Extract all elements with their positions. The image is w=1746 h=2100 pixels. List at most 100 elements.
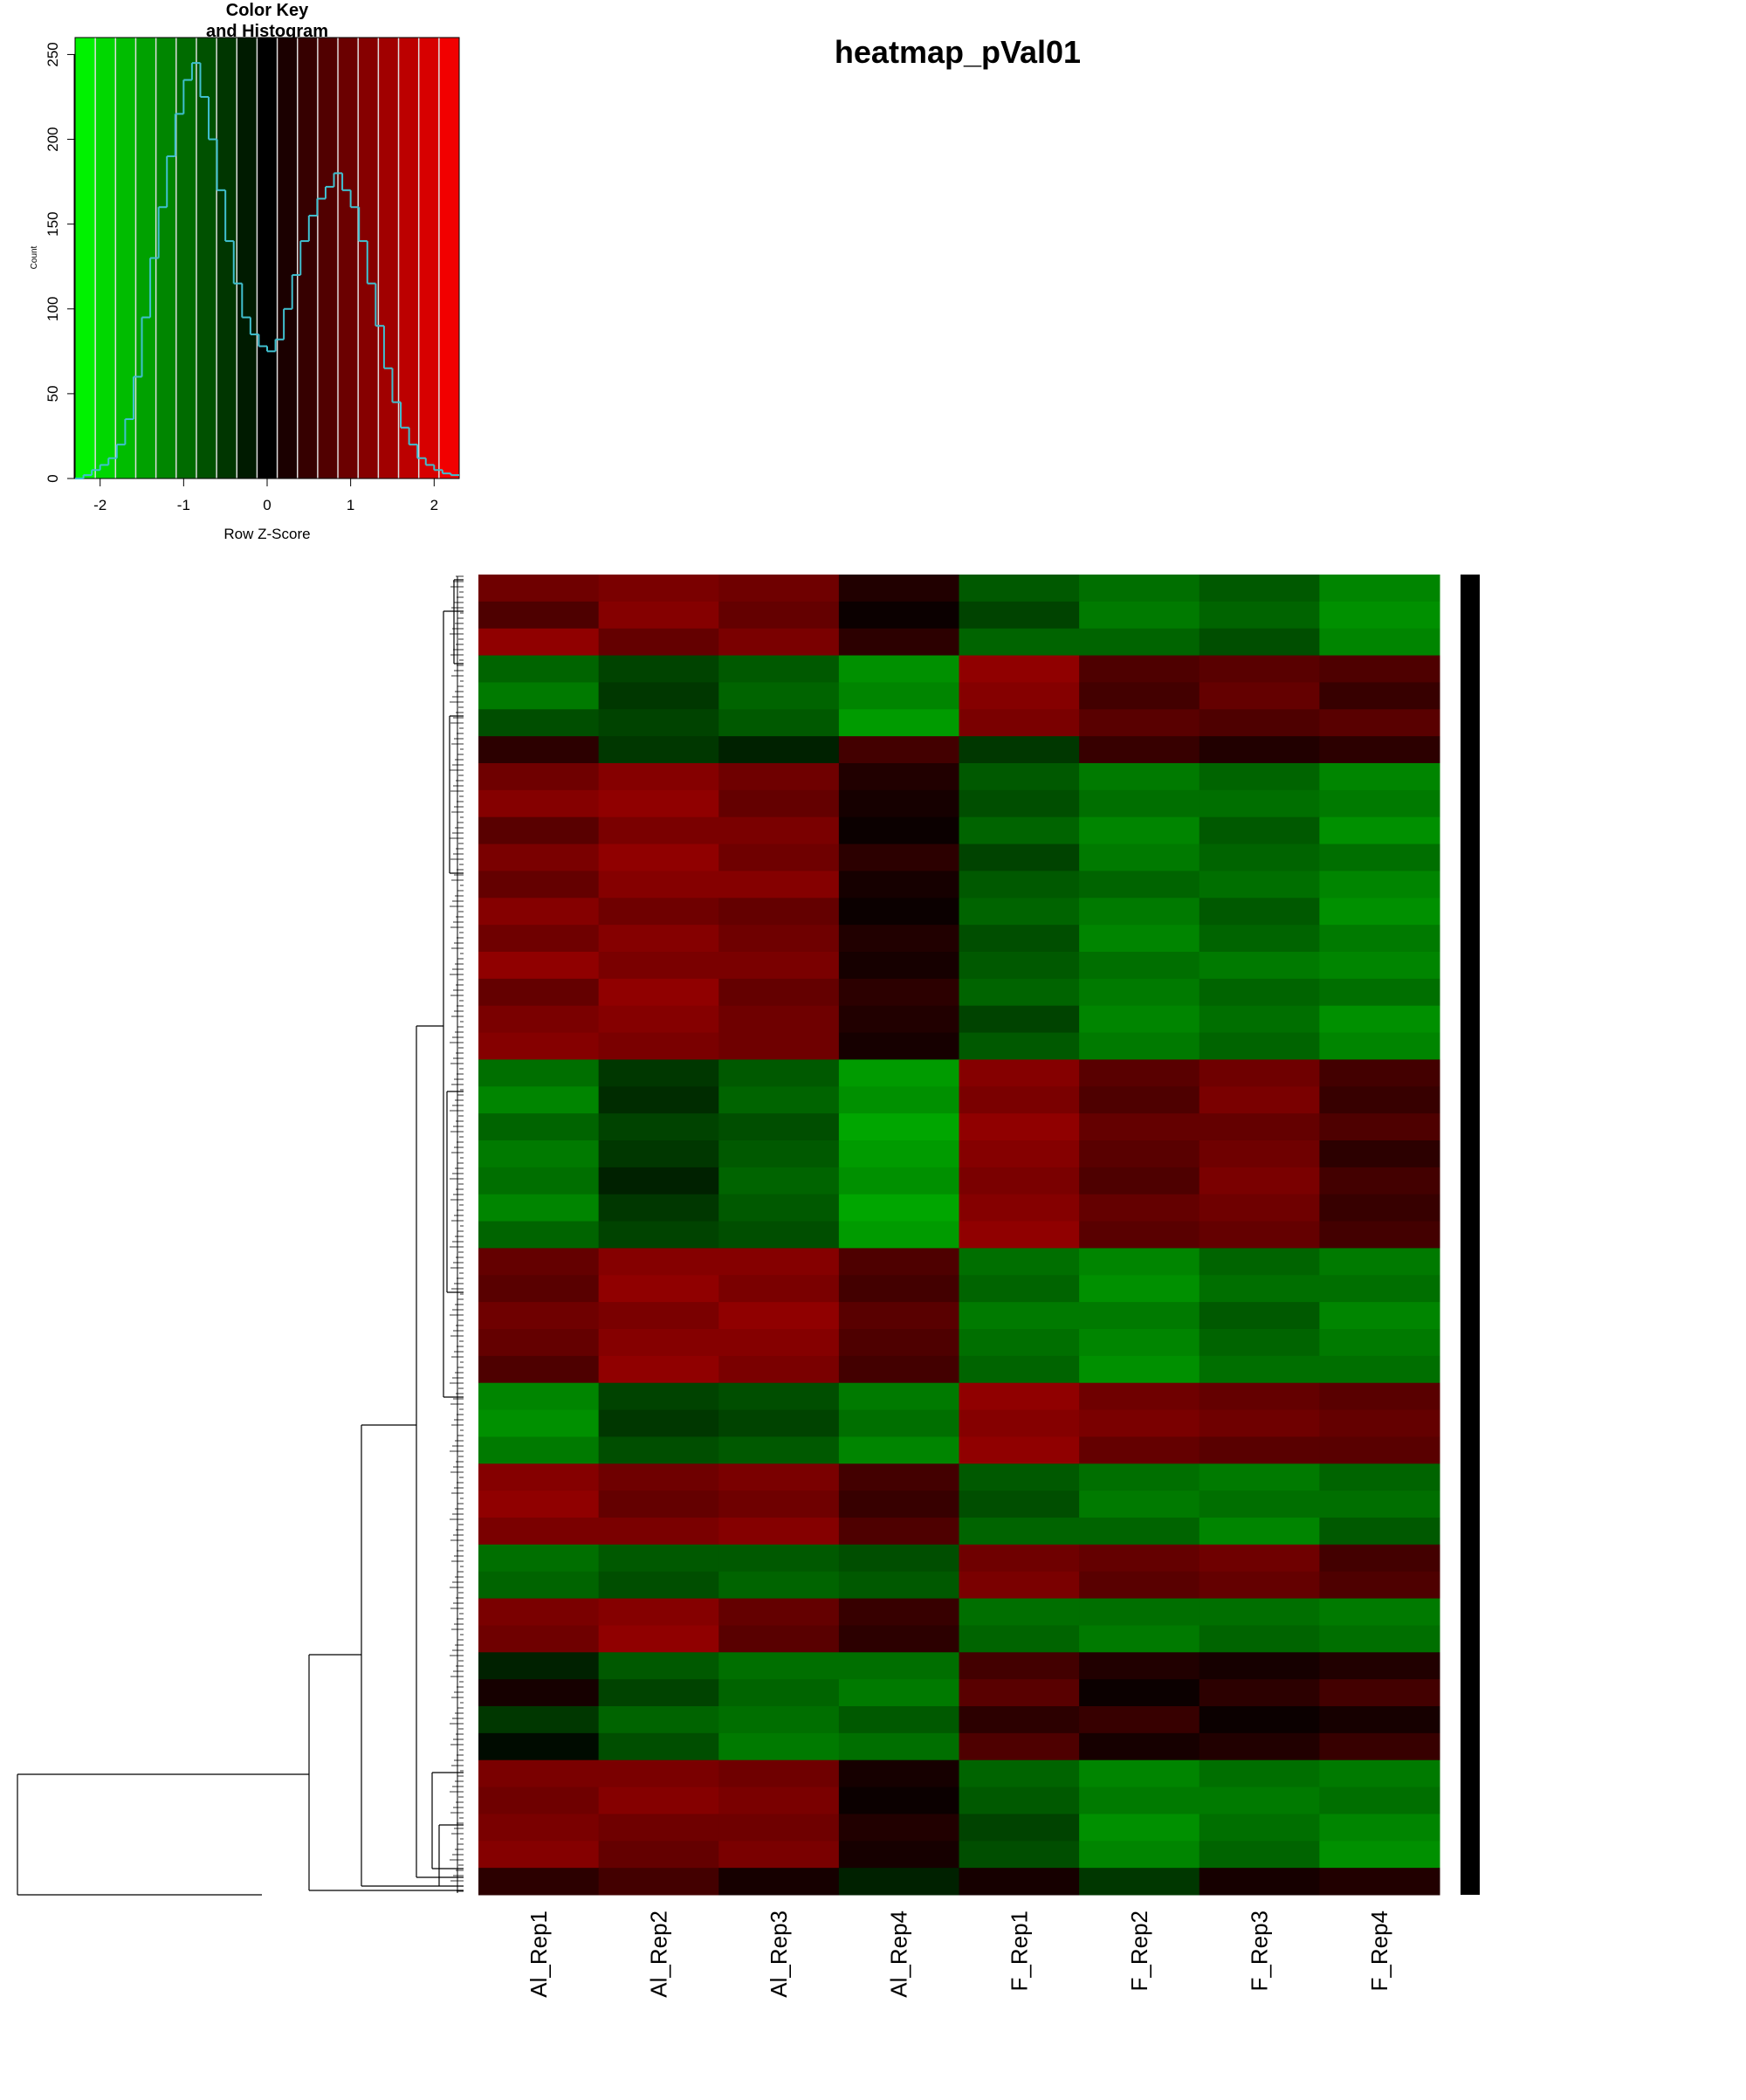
heatmap-cell bbox=[478, 1086, 600, 1114]
heatmap-cell bbox=[1199, 1382, 1320, 1411]
heatmap-cell bbox=[478, 1275, 600, 1303]
heatmap-cell bbox=[1199, 1679, 1320, 1707]
heatmap-cell bbox=[598, 1194, 719, 1222]
heatmap-cell bbox=[1199, 1059, 1320, 1087]
heatmap-cell bbox=[959, 1732, 1080, 1761]
heatmap-cell bbox=[1199, 1868, 1320, 1896]
heatmap-cell bbox=[598, 1544, 719, 1573]
heatmap-cell bbox=[598, 1679, 719, 1707]
heatmap-cell bbox=[1199, 789, 1320, 818]
heatmap-cell bbox=[1079, 1732, 1200, 1761]
color-key-band bbox=[217, 38, 237, 479]
color-key-band bbox=[257, 38, 278, 479]
heatmap-cell bbox=[1079, 978, 1200, 1007]
heatmap-cell bbox=[598, 1571, 719, 1600]
heatmap-cell bbox=[838, 816, 959, 845]
heatmap-cell bbox=[838, 655, 959, 683]
heatmap-cell bbox=[1319, 1436, 1440, 1464]
heatmap-cell bbox=[718, 1382, 840, 1411]
heatmap-cell bbox=[718, 1113, 840, 1141]
heatmap-cell bbox=[598, 1329, 719, 1357]
heatmap-cell bbox=[718, 1814, 840, 1842]
y-tick-label: 50 bbox=[45, 385, 61, 402]
heatmap-cell bbox=[718, 978, 840, 1007]
heatmap-cell bbox=[1199, 1732, 1320, 1761]
heatmap-cell bbox=[1079, 1518, 1200, 1546]
heatmap-cell bbox=[1199, 1167, 1320, 1195]
heatmap-cell bbox=[478, 1248, 600, 1276]
heatmap-cell bbox=[1199, 1005, 1320, 1034]
heatmap-cell bbox=[838, 763, 959, 791]
heatmap-cell bbox=[718, 1518, 840, 1546]
heatmap-cell bbox=[598, 1302, 719, 1330]
heatmap-cell bbox=[959, 1167, 1080, 1195]
color-key-band bbox=[175, 38, 196, 479]
heatmap-cell bbox=[718, 655, 840, 683]
heatmap-cell bbox=[1319, 1221, 1440, 1249]
heatmap-cell bbox=[1079, 1463, 1200, 1491]
heatmap-cell bbox=[1319, 1194, 1440, 1222]
heatmap-cell bbox=[959, 736, 1080, 764]
heatmap-cell bbox=[1319, 1491, 1440, 1518]
heatmap-cell bbox=[478, 1032, 600, 1060]
heatmap-cell bbox=[1079, 1194, 1200, 1222]
x-axis-label: Row Z-Score bbox=[223, 526, 310, 542]
heatmap-cell bbox=[838, 1868, 959, 1896]
heatmap-cell bbox=[959, 1652, 1080, 1680]
heatmap-cell bbox=[718, 1652, 840, 1680]
heatmap-cell bbox=[1079, 1382, 1200, 1411]
color-key-band bbox=[196, 38, 217, 479]
column-label: Al_Rep1 bbox=[526, 1911, 552, 1998]
heatmap-cell bbox=[1199, 1302, 1320, 1330]
heatmap-cell bbox=[598, 1005, 719, 1034]
heatmap-cell bbox=[718, 789, 840, 818]
heatmap-cell bbox=[1199, 1491, 1320, 1518]
heatmap-cell bbox=[1199, 1113, 1320, 1141]
heatmap-cell bbox=[718, 682, 840, 710]
heatmap-cell bbox=[1079, 1759, 1200, 1788]
heatmap-cell bbox=[598, 1059, 719, 1087]
heatmap-cell bbox=[718, 1732, 840, 1761]
heatmap-cell bbox=[1319, 1032, 1440, 1060]
x-tick-label: 2 bbox=[430, 497, 438, 513]
heatmap-cell bbox=[598, 682, 719, 710]
heatmap-cell bbox=[838, 1787, 959, 1814]
heatmap-cell bbox=[1079, 1841, 1200, 1869]
heatmap-cell bbox=[478, 1302, 600, 1330]
heatmap-cell bbox=[478, 682, 600, 710]
heatmap-cell bbox=[959, 1113, 1080, 1141]
heatmap-cell bbox=[838, 1302, 959, 1330]
heatmap-cell bbox=[959, 1518, 1080, 1546]
heatmap-cell bbox=[1079, 871, 1200, 899]
heatmap-cell bbox=[478, 1868, 600, 1896]
heatmap-cell bbox=[718, 1571, 840, 1600]
heatmap-cell bbox=[1199, 736, 1320, 764]
heatmap-cell bbox=[959, 601, 1080, 630]
heatmap-cell bbox=[959, 978, 1080, 1007]
heatmap-cell bbox=[1199, 978, 1320, 1007]
y-tick-label: 250 bbox=[45, 42, 61, 66]
heatmap-cell bbox=[838, 978, 959, 1007]
heatmap-cell bbox=[598, 1841, 719, 1869]
heatmap-cell bbox=[1079, 1167, 1200, 1195]
heatmap-cell bbox=[1199, 1355, 1320, 1384]
color-key-band bbox=[277, 38, 298, 479]
chart-title: heatmap_pVal01 bbox=[835, 34, 1081, 70]
heatmap-cell bbox=[838, 1732, 959, 1761]
heatmap-cell bbox=[1319, 628, 1440, 657]
heatmap-cell bbox=[1079, 601, 1200, 630]
heatmap-cell bbox=[1079, 898, 1200, 926]
column-label: F_Rep4 bbox=[1366, 1911, 1392, 1992]
heatmap-cell bbox=[959, 1679, 1080, 1707]
heatmap-cell bbox=[959, 763, 1080, 791]
heatmap-cell bbox=[1319, 1625, 1440, 1653]
heatmap-cell bbox=[718, 952, 840, 980]
heatmap-cell bbox=[959, 871, 1080, 899]
heatmap-cell bbox=[478, 1571, 600, 1600]
heatmap-cell bbox=[598, 1409, 719, 1437]
heatmap-cell bbox=[1319, 1841, 1440, 1869]
column-label: F_Rep3 bbox=[1247, 1911, 1273, 1992]
heatmap-cell bbox=[1319, 1167, 1440, 1195]
heatmap-cell bbox=[1199, 682, 1320, 710]
heatmap-cell bbox=[598, 1814, 719, 1842]
